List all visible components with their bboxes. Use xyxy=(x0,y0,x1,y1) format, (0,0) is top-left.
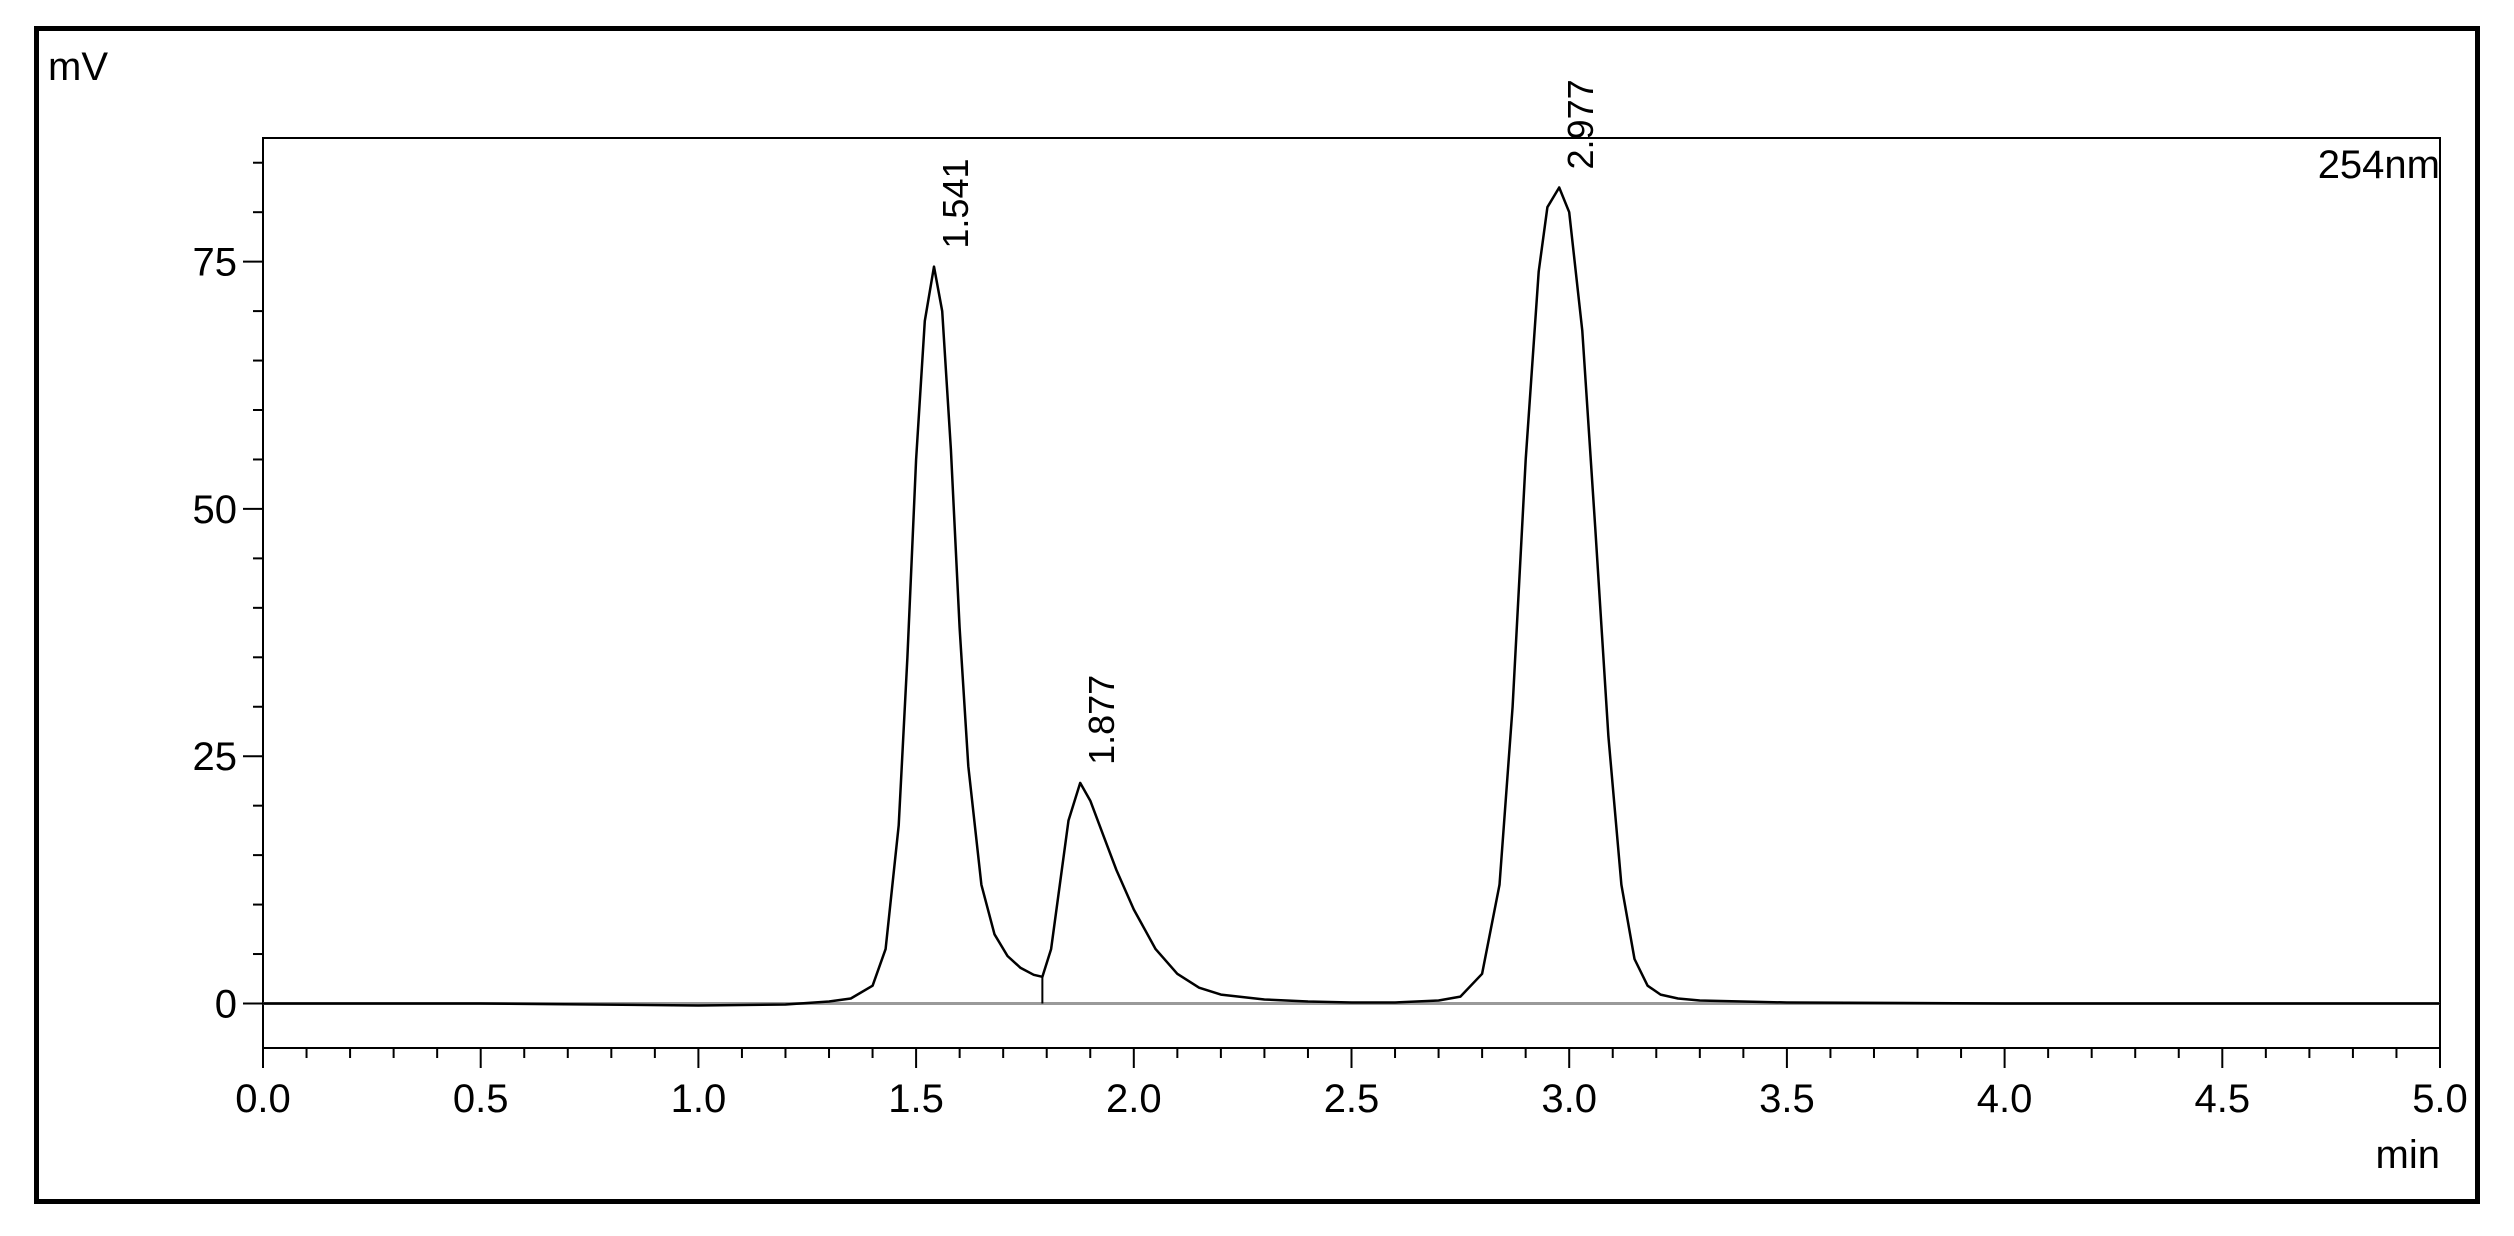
peak-label: 1.541 xyxy=(935,158,976,248)
y-axis-label: mV xyxy=(48,45,108,89)
x-tick-label: 4.5 xyxy=(2194,1077,2250,1121)
x-tick-label: 2.0 xyxy=(1106,1077,1162,1121)
peak-label: 2.977 xyxy=(1560,79,1601,169)
x-tick-label: 4.0 xyxy=(1977,1077,2033,1121)
labels-layer: 0.0 0.5 1.0 1.5 2.0 2.5 3.0 3.5 4.0 4.5 5.0 0 25 50 75… xyxy=(193,79,2468,1121)
x-tick-label: 2.5 xyxy=(1324,1077,1380,1121)
x-axis-label: min xyxy=(2376,1133,2440,1177)
x-tick-label: 5.0 xyxy=(2412,1077,2468,1121)
y-tick-label: 50 xyxy=(193,488,238,532)
x-tick-label: 3.5 xyxy=(1759,1077,1815,1121)
signal-trace xyxy=(263,186,2440,1007)
y-tick-label: 25 xyxy=(193,735,238,779)
channel-label: 254nm xyxy=(2318,143,2440,187)
ticks-layer xyxy=(243,161,2441,1068)
x-tick-label: 1.0 xyxy=(671,1077,727,1121)
y-tick-label: 75 xyxy=(193,241,238,285)
chart-frame xyxy=(34,26,2480,1204)
x-tick-label: 0.0 xyxy=(235,1077,291,1121)
plot-area xyxy=(262,137,2441,1049)
peak-label: 1.877 xyxy=(1081,675,1122,765)
x-tick-label: 0.5 xyxy=(453,1077,509,1121)
axes-layer xyxy=(262,137,2441,1049)
series-layer xyxy=(263,186,2440,1007)
x-tick-label: 3.0 xyxy=(1541,1077,1597,1121)
x-tick-label: 1.5 xyxy=(888,1077,944,1121)
y-tick-label: 0 xyxy=(215,982,237,1026)
